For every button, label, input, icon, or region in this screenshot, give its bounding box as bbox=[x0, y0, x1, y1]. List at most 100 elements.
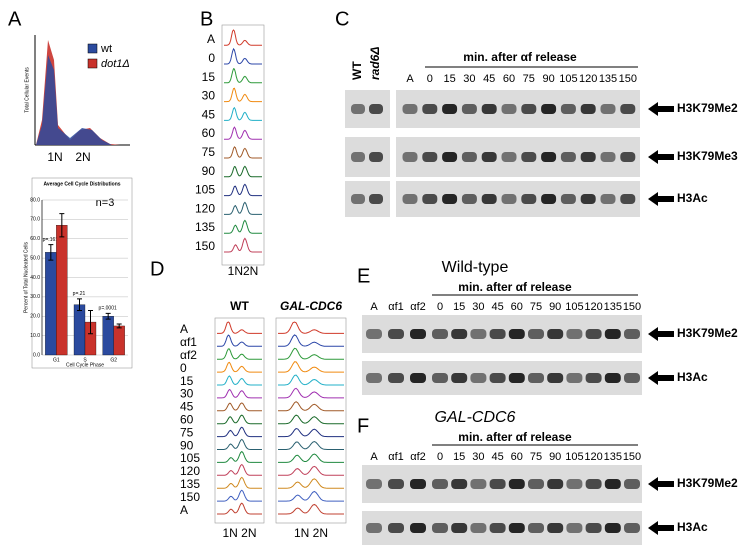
header: min. after αf release bbox=[458, 280, 572, 294]
lane-label: 135 bbox=[604, 451, 622, 463]
blot-band bbox=[508, 329, 525, 339]
blot-band bbox=[410, 479, 426, 489]
flow-histogram bbox=[278, 465, 344, 476]
flow-histogram bbox=[217, 463, 262, 476]
y-axis-label: Percent of Total Nucleated Cells bbox=[23, 241, 29, 313]
blot-band bbox=[351, 152, 365, 162]
blot-band bbox=[442, 194, 458, 204]
blot-band bbox=[351, 104, 365, 114]
lane-label: 135 bbox=[599, 73, 617, 85]
blot-band bbox=[566, 479, 583, 489]
blot-band bbox=[528, 479, 544, 489]
blot-band bbox=[481, 194, 497, 204]
blot-band bbox=[388, 329, 404, 339]
blot-band bbox=[528, 373, 544, 383]
row-label: 30 bbox=[180, 387, 194, 401]
blot-band bbox=[432, 523, 448, 533]
blot-band bbox=[422, 104, 438, 114]
blot-band bbox=[369, 194, 383, 204]
blot-band bbox=[547, 373, 564, 383]
lane-label: 15 bbox=[453, 451, 465, 463]
blot-band bbox=[481, 104, 497, 114]
y-tick-label: 20.0 bbox=[30, 314, 40, 320]
lane-label: A bbox=[370, 451, 378, 463]
blot-band bbox=[432, 329, 448, 339]
blot-band bbox=[366, 479, 382, 489]
band-label: H3K79Me2 bbox=[677, 476, 738, 490]
lane-label: 90 bbox=[542, 73, 554, 85]
blot-band bbox=[560, 152, 576, 162]
y-tick-label: 60.0 bbox=[30, 236, 40, 242]
blot-band bbox=[585, 523, 602, 533]
blot-band bbox=[388, 523, 404, 533]
lane-label: αf1 bbox=[388, 301, 404, 313]
flow-histogram bbox=[224, 201, 262, 215]
blot-band bbox=[442, 152, 458, 162]
blot-band bbox=[604, 373, 621, 383]
flow-histogram bbox=[224, 219, 262, 234]
blot-band bbox=[604, 479, 621, 489]
row-label: 120 bbox=[195, 201, 215, 215]
blot-band bbox=[351, 194, 365, 204]
band-label: H3Ac bbox=[677, 370, 708, 384]
flow-histogram bbox=[278, 361, 344, 373]
flow-histogram bbox=[217, 489, 262, 502]
lane-label: 90 bbox=[549, 451, 561, 463]
error-bar bbox=[59, 213, 65, 238]
blot-band bbox=[541, 194, 557, 204]
blot-band bbox=[470, 373, 487, 383]
lane-label: 0 bbox=[437, 451, 443, 463]
band-label: H3Ac bbox=[677, 520, 708, 534]
y-tick-label: 30.0 bbox=[30, 294, 40, 300]
row-label: 90 bbox=[180, 438, 194, 452]
annotation: p=.161 bbox=[43, 237, 59, 243]
x-axis-label: 1N 2N bbox=[294, 526, 328, 540]
row-label: A bbox=[207, 32, 215, 46]
flow-histogram bbox=[217, 388, 262, 399]
panel-title: GAL-CDC6 bbox=[435, 409, 516, 426]
annotation: p=.21 bbox=[73, 291, 86, 297]
header: min. after αf release bbox=[458, 430, 572, 444]
blot-band bbox=[366, 523, 382, 533]
flow-histogram bbox=[278, 414, 344, 425]
lane-label: 15 bbox=[453, 301, 465, 313]
x-tick-label: 1N bbox=[47, 150, 62, 164]
blot-band bbox=[541, 104, 557, 114]
flow-histogram bbox=[224, 146, 262, 159]
x-tick-label: S bbox=[83, 357, 87, 363]
blot-band bbox=[489, 373, 506, 383]
column-label: GAL-CDC6 bbox=[280, 299, 342, 313]
blot-band bbox=[585, 479, 602, 489]
blot-band bbox=[388, 479, 404, 489]
blot-band bbox=[501, 194, 517, 204]
blot-band bbox=[620, 194, 636, 204]
legend-swatch bbox=[87, 43, 98, 54]
row-label: 45 bbox=[202, 107, 216, 121]
blot-band bbox=[388, 373, 404, 383]
legend-swatch bbox=[87, 58, 98, 69]
row-label: 30 bbox=[202, 89, 216, 103]
row-label: 75 bbox=[202, 145, 216, 159]
bar bbox=[45, 252, 57, 356]
bar bbox=[113, 325, 125, 356]
y-tick-label: 0.0 bbox=[33, 352, 40, 358]
blot-band bbox=[461, 194, 477, 204]
blot-band bbox=[566, 329, 583, 339]
lane-label: 120 bbox=[579, 73, 597, 85]
flow-histogram bbox=[217, 450, 262, 463]
blot-band bbox=[521, 194, 537, 204]
lane-label: αf2 bbox=[410, 451, 426, 463]
panel-title: Wild-type bbox=[442, 259, 509, 276]
lane-label: 45 bbox=[491, 451, 503, 463]
flow-histogram bbox=[224, 237, 262, 253]
flow-histogram bbox=[217, 375, 262, 386]
row-label: 45 bbox=[180, 400, 194, 414]
flow-histogram bbox=[217, 361, 262, 373]
lane-label: 30 bbox=[463, 73, 475, 85]
blot-band bbox=[604, 329, 621, 339]
blot-band bbox=[580, 152, 596, 162]
blot-band bbox=[410, 329, 426, 339]
flow-histogram bbox=[278, 427, 344, 438]
bar bbox=[73, 304, 86, 356]
